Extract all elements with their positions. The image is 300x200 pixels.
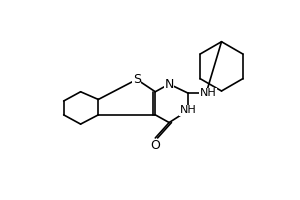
Text: NH: NH [180, 105, 197, 115]
Text: NH: NH [200, 88, 217, 98]
Text: N: N [164, 78, 174, 91]
Text: O: O [150, 139, 160, 152]
Text: S: S [133, 73, 141, 86]
